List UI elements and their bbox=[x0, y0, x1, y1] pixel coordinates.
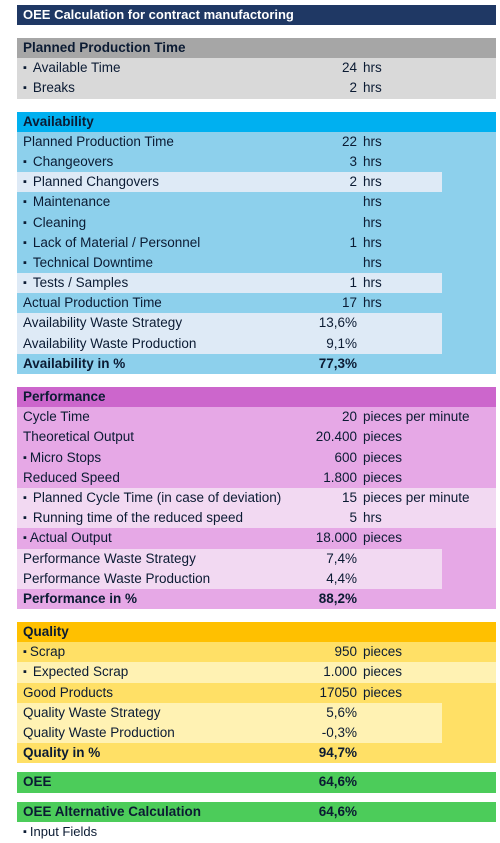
performance-row-waste-strategy: Performance Waste Strategy 7,4% bbox=[17, 548, 442, 569]
quality-row-good-products: Good Products 17050 pieces bbox=[23, 684, 403, 700]
oee-alternative-result: OEE Alternative Calculation 64,6% bbox=[17, 801, 496, 822]
performance-section: Performance Cycle Time 20 pieces per minut… bbox=[17, 385, 496, 610]
availability-total: Availability in % 77,3% bbox=[23, 355, 357, 371]
availability-row-actual-production-time: Actual Production Time 17 hrs bbox=[23, 295, 382, 311]
performance-row-reduced-speed: Reduced Speed 1.800 pieces bbox=[23, 469, 403, 485]
performance-row-cycle-time[interactable]: Cycle Time 20 pieces per minute bbox=[23, 409, 470, 425]
availability-section: Availability Planned Production Time 22 hr… bbox=[17, 109, 496, 374]
planned-section: Planned Production Time Available Time24… bbox=[17, 36, 496, 99]
quality-row-waste-production: Quality Waste Production -0,3% bbox=[17, 723, 442, 744]
sheet-title: OEE Calculation for contract manufactori… bbox=[17, 5, 496, 25]
performance-row-theoretical-output: Theoretical Output 20.400 pieces bbox=[23, 429, 403, 445]
planned-header: Planned Production Time bbox=[17, 36, 496, 59]
oee-result: OEE 64,6% bbox=[17, 772, 496, 793]
performance-row-planned-cycle-time[interactable]: Planned Cycle Time (in case of deviation… bbox=[17, 487, 496, 509]
availability-header: Availability bbox=[17, 109, 496, 132]
availability-row-waste-production: Availability Waste Production 9,1% bbox=[17, 333, 442, 354]
performance-total: Performance in % 88,2% bbox=[23, 590, 357, 606]
oee-sheet: OEE Calculation for contract manufactori… bbox=[17, 5, 496, 842]
quality-header: Quality bbox=[17, 620, 496, 643]
legend-input-fields: Input Fields bbox=[17, 822, 496, 842]
availability-row-planned-production-time: Planned Production Time 22 hrs bbox=[23, 133, 382, 149]
performance-header: Performance bbox=[17, 385, 496, 408]
quality-total: Quality in % 94,7% bbox=[23, 745, 357, 761]
performance-row-waste-production: Performance Waste Production 4,4% bbox=[17, 568, 442, 589]
quality-row-waste-strategy: Quality Waste Strategy 5,6% bbox=[17, 702, 442, 723]
availability-row-waste-strategy: Availability Waste Strategy 13,6% bbox=[17, 313, 442, 334]
